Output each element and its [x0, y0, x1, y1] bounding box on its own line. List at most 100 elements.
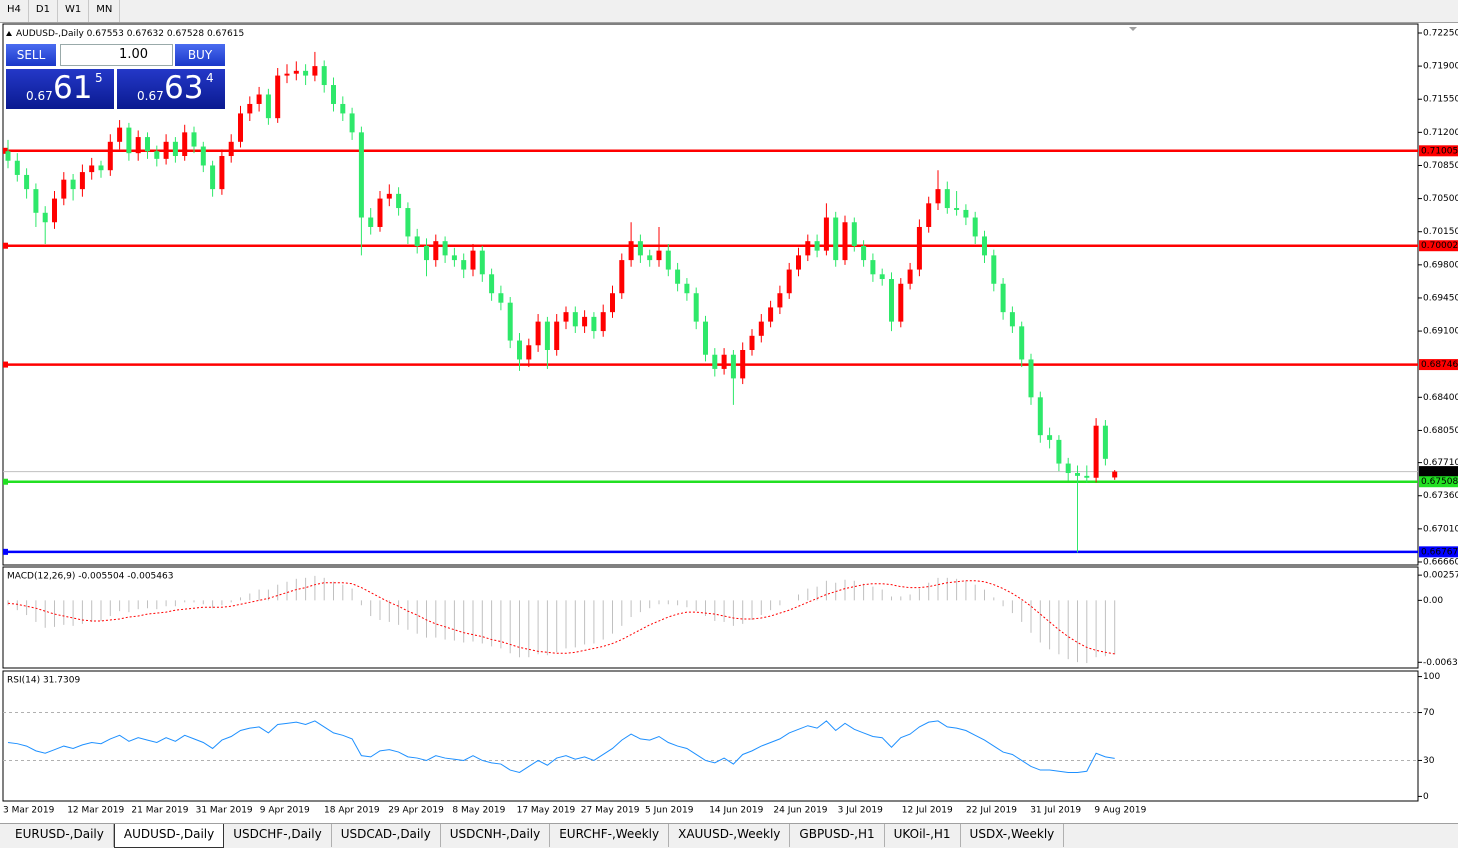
symbol: AUDUSD-,Daily: [16, 29, 84, 39]
y-tick-label: 30: [1423, 756, 1435, 766]
candle-body: [786, 269, 792, 294]
candle-body: [210, 165, 216, 190]
y-tick-label: 0.67010: [1423, 524, 1458, 534]
candle-body: [321, 66, 327, 86]
macd-pane: [2, 566, 1419, 669]
candle-body: [191, 132, 197, 147]
candle-body: [61, 179, 67, 199]
y-tick-label: 0.69800: [1423, 260, 1458, 270]
y-tick-label: 0.71550: [1423, 95, 1458, 105]
buy-button[interactable]: BUY: [175, 44, 225, 66]
candle-body: [396, 193, 402, 209]
candle-body: [935, 189, 941, 204]
timeframe-button[interactable]: MN: [89, 0, 121, 22]
candle-body: [610, 293, 615, 313]
candle-body: [1065, 463, 1071, 474]
candle-body: [1093, 425, 1099, 478]
candle-body: [451, 255, 457, 261]
price-label: 0.66767: [1421, 547, 1458, 557]
candle-body: [954, 208, 960, 210]
chart-tab[interactable]: USDCNH-,Daily: [441, 824, 551, 847]
chart-tab[interactable]: EURUSD-,Daily: [6, 824, 114, 847]
macd-header: MACD(12,26,9) -0.005504 -0.005463: [7, 572, 173, 582]
close: 0.67615: [207, 29, 244, 39]
open: 0.67553: [87, 29, 124, 39]
y-tick-label: 70: [1423, 708, 1435, 718]
price-label-box: [1419, 476, 1458, 488]
x-tick-label: 31 Jul 2019: [1030, 806, 1081, 816]
candle-body: [98, 165, 104, 171]
candle-body: [200, 146, 206, 166]
chart-tab[interactable]: UKOil-,H1: [885, 824, 961, 847]
candle-body: [851, 222, 857, 246]
price-pips: 63: [164, 70, 204, 106]
x-tick-label: 5 Jun 2019: [645, 806, 694, 816]
y-tick-label: 0.70500: [1423, 194, 1458, 204]
shift-marker: [1129, 27, 1137, 31]
candle-body: [535, 321, 541, 346]
x-tick-label: 29 Apr 2019: [388, 806, 444, 816]
rsi-header: RSI(14) 31.7309: [7, 676, 80, 686]
candle-body: [889, 279, 894, 322]
candle-body: [135, 137, 141, 154]
y-tick-label: 0.68400: [1423, 393, 1458, 403]
x-tick-label: 24 Jun 2019: [773, 806, 827, 816]
candle-body: [5, 151, 11, 161]
chart-tab[interactable]: USDCHF-,Daily: [224, 824, 332, 847]
candle-body: [1009, 312, 1015, 327]
candle-body: [340, 103, 346, 114]
collapse-icon[interactable]: [6, 31, 12, 36]
candle-body: [312, 66, 318, 76]
y-tick-label: 0.71200: [1423, 128, 1458, 138]
candle-body: [1084, 475, 1090, 478]
x-tick-label: 31 Mar 2019: [196, 806, 253, 816]
y-tick-label: 0.72250: [1423, 28, 1458, 38]
candle-body: [1037, 397, 1043, 436]
price-label: 0.71005: [1421, 146, 1458, 156]
candle-body: [665, 250, 671, 270]
candle-body: [33, 189, 39, 213]
macd-signal: [7, 580, 1115, 655]
chart-tab[interactable]: XAUUSD-,Weekly: [669, 824, 791, 847]
candle-body: [14, 160, 20, 175]
chart-tab[interactable]: USDX-,Weekly: [961, 824, 1065, 847]
y-tick-label: 0.67360: [1423, 491, 1458, 501]
price-label-box: [1419, 466, 1458, 478]
candle-body: [24, 174, 30, 190]
candle-body: [1102, 425, 1108, 459]
sell-price[interactable]: 0.67 61 5: [6, 69, 114, 109]
chart-tab[interactable]: USDCAD-,Daily: [332, 824, 441, 847]
candle-body: [461, 260, 467, 270]
timeframe-button[interactable]: D1: [29, 0, 58, 22]
timeframe-button[interactable]: H4: [0, 0, 29, 22]
candle-body: [758, 321, 764, 336]
candle-body: [1056, 439, 1062, 464]
chart-tab[interactable]: GBPUSD-,H1: [790, 824, 885, 847]
candle-body: [861, 245, 867, 261]
candle-body: [293, 70, 299, 74]
candle-body: [275, 75, 281, 119]
candle-body: [126, 127, 132, 154]
chart-tab[interactable]: AUDUSD-,Daily: [113, 824, 225, 848]
price-label: 0.67508: [1421, 477, 1458, 487]
candle-body: [405, 208, 411, 237]
price-prefix: 0.67: [137, 89, 164, 103]
chart-tab[interactable]: EURCHF-,Weekly: [550, 824, 670, 847]
candle-body: [982, 236, 987, 256]
timeframe-button[interactable]: W1: [58, 0, 90, 22]
sell-button[interactable]: SELL: [6, 44, 56, 66]
candle-body: [442, 241, 448, 256]
candle-body: [219, 156, 225, 190]
candle-body: [182, 132, 188, 157]
candle-body: [944, 189, 950, 209]
candle-body: [265, 94, 271, 119]
candle-body: [42, 212, 48, 223]
candle-body: [358, 132, 364, 218]
lot-input[interactable]: 1.00: [60, 44, 173, 66]
candle-body: [963, 209, 969, 218]
candle-body: [52, 198, 57, 223]
buy-price[interactable]: 0.67 63 4: [117, 69, 225, 109]
candle-body: [675, 269, 681, 284]
x-tick-label: 9 Aug 2019: [1094, 806, 1146, 816]
candle-body: [284, 73, 290, 76]
